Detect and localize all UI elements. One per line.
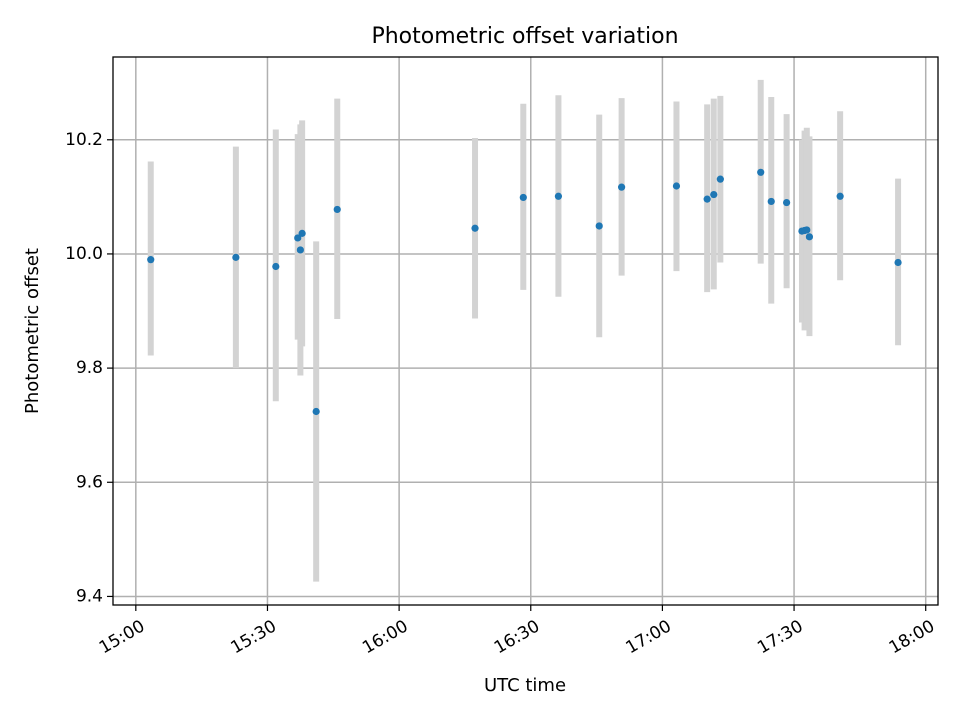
data-point — [716, 175, 724, 183]
data-point — [710, 190, 718, 199]
y-tick-label: 9.8 — [76, 358, 103, 378]
data-point — [272, 262, 280, 271]
y-tick-label: 10.0 — [65, 244, 103, 264]
y-tick-label: 9.4 — [76, 586, 103, 606]
x-tick-label: 18:00 — [886, 616, 938, 658]
x-tick-label: 15:00 — [96, 616, 148, 658]
errorbar-layer — [147, 79, 902, 582]
x-tick-label: 16:00 — [359, 616, 411, 658]
data-point — [554, 192, 563, 200]
y-tick-label: 10.2 — [65, 130, 103, 150]
data-point — [595, 222, 603, 230]
plot-frame — [112, 56, 939, 606]
data-point — [333, 205, 341, 214]
x-axis-ticks: 15:00 15:30 16:00 16:30 17:00 17:30 18:00 — [96, 605, 938, 658]
data-point — [147, 256, 155, 264]
data-point — [298, 229, 306, 237]
y-tick-label: 9.6 — [76, 472, 103, 492]
x-tick-label: 15:30 — [228, 616, 280, 658]
data-point — [703, 195, 711, 203]
data-point — [767, 197, 775, 206]
data-point — [232, 253, 240, 261]
data-point — [672, 182, 681, 190]
data-point — [471, 224, 479, 232]
x-tick-label: 17:00 — [622, 616, 674, 658]
data-point — [783, 198, 791, 207]
data-point — [757, 168, 765, 176]
y-axis-label: Photometric offset — [22, 248, 43, 414]
data-point — [894, 258, 902, 267]
chart-title: Photometric offset variation — [371, 24, 678, 49]
data-point — [296, 246, 304, 254]
x-tick-label: 16:30 — [491, 616, 543, 658]
data-point — [836, 192, 844, 200]
data-point — [312, 407, 320, 416]
data-point — [618, 183, 626, 191]
data-point — [294, 234, 302, 242]
x-axis-label: UTC time — [484, 675, 566, 696]
data-point — [803, 226, 811, 234]
grid-layer — [113, 57, 938, 605]
point-layer — [147, 168, 902, 416]
x-tick-label: 17:30 — [754, 616, 806, 658]
data-point — [519, 193, 527, 202]
data-point — [805, 233, 814, 241]
y-axis-ticks: 9.4 9.6 9.8 10.0 10.2 — [65, 130, 113, 606]
